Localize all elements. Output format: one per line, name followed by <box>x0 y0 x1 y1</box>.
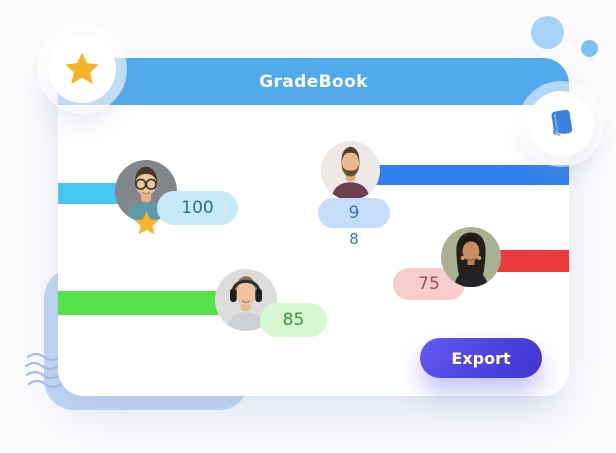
grade-bar-red <box>493 250 569 272</box>
secondary-score: 8 <box>349 230 359 248</box>
grade-bar-blue <box>374 165 569 185</box>
avatar-woman-long-hair <box>441 227 501 287</box>
book-icon <box>551 109 573 137</box>
star-badge <box>48 35 116 103</box>
star-icon <box>134 211 159 235</box>
score-badge: 85 <box>260 303 327 337</box>
score-badge: 9 <box>318 198 390 228</box>
decor-dot-large <box>531 16 564 49</box>
woman-long-hair-illustration <box>441 227 501 287</box>
score-badge: 100 <box>157 191 238 225</box>
page-title: GradeBook <box>259 71 368 92</box>
book-badge <box>528 91 594 157</box>
man-beard-illustration <box>321 141 380 200</box>
man-glasses-illustration <box>115 160 177 222</box>
grade-bar-green <box>58 291 234 315</box>
star-icon <box>65 52 99 84</box>
export-button[interactable]: Export <box>420 338 542 378</box>
avatar-man-beard <box>321 141 380 200</box>
card-header: GradeBook <box>58 58 569 105</box>
decor-dot-small <box>581 40 598 57</box>
avatar-man-glasses <box>115 160 177 222</box>
